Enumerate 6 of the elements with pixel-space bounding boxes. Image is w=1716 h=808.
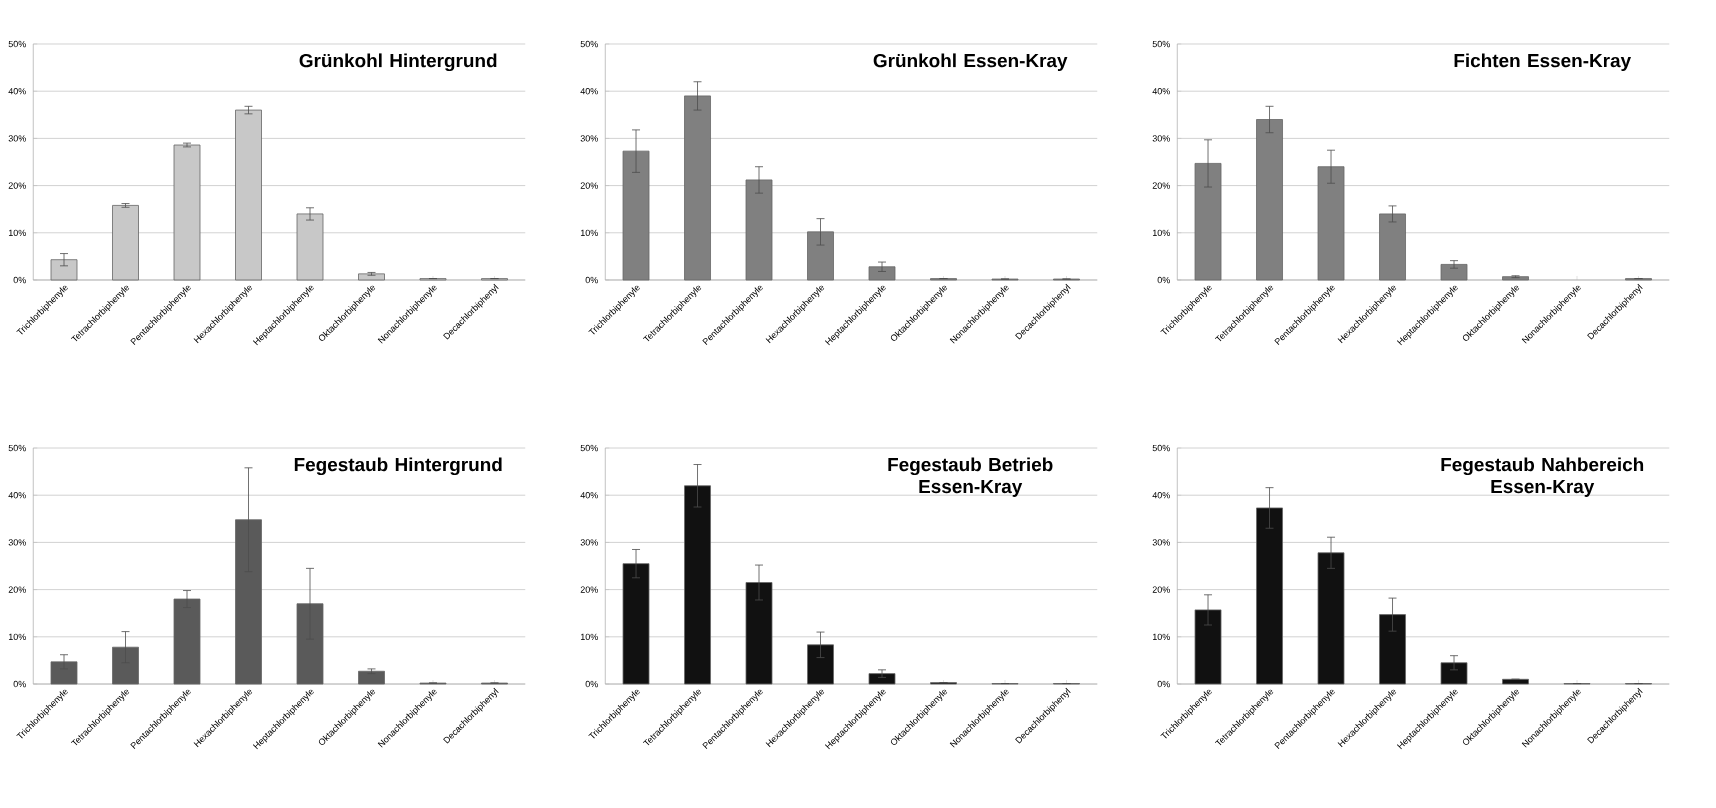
chart-title: Fichten Essen-Kray [1454, 53, 1631, 72]
chart-title: Grünkohl Essen-Kray [873, 53, 1068, 72]
chart-title: Fegestaub Hintergrund [294, 457, 502, 476]
text: Fegestaub Nahbereich Essen-Kray [1441, 457, 1644, 497]
text: Fegestaub Betrieb Essen-Kray [888, 457, 1053, 497]
chart-title: Grünkohl Hintergrund [299, 53, 497, 72]
